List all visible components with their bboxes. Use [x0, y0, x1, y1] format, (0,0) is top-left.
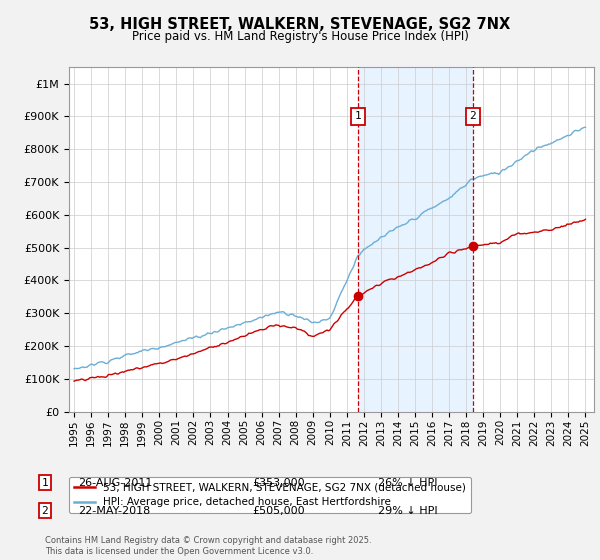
- Text: 2: 2: [41, 506, 49, 516]
- Text: £353,000: £353,000: [252, 478, 305, 488]
- Text: 26-AUG-2011: 26-AUG-2011: [78, 478, 152, 488]
- Text: 2: 2: [469, 111, 476, 122]
- Text: 29% ↓ HPI: 29% ↓ HPI: [378, 506, 437, 516]
- Legend: 53, HIGH STREET, WALKERN, STEVENAGE, SG2 7NX (detached house), HPI: Average pric: 53, HIGH STREET, WALKERN, STEVENAGE, SG2…: [69, 477, 472, 513]
- Text: Contains HM Land Registry data © Crown copyright and database right 2025.
This d: Contains HM Land Registry data © Crown c…: [45, 536, 371, 556]
- Bar: [358, 67, 473, 412]
- Text: 22-MAY-2018: 22-MAY-2018: [78, 506, 150, 516]
- Text: 26% ↓ HPI: 26% ↓ HPI: [378, 478, 437, 488]
- Text: Price paid vs. HM Land Registry's House Price Index (HPI): Price paid vs. HM Land Registry's House …: [131, 30, 469, 43]
- Text: 53, HIGH STREET, WALKERN, STEVENAGE, SG2 7NX: 53, HIGH STREET, WALKERN, STEVENAGE, SG2…: [89, 17, 511, 31]
- Text: £505,000: £505,000: [252, 506, 305, 516]
- Text: 1: 1: [355, 111, 361, 122]
- Text: 1: 1: [41, 478, 49, 488]
